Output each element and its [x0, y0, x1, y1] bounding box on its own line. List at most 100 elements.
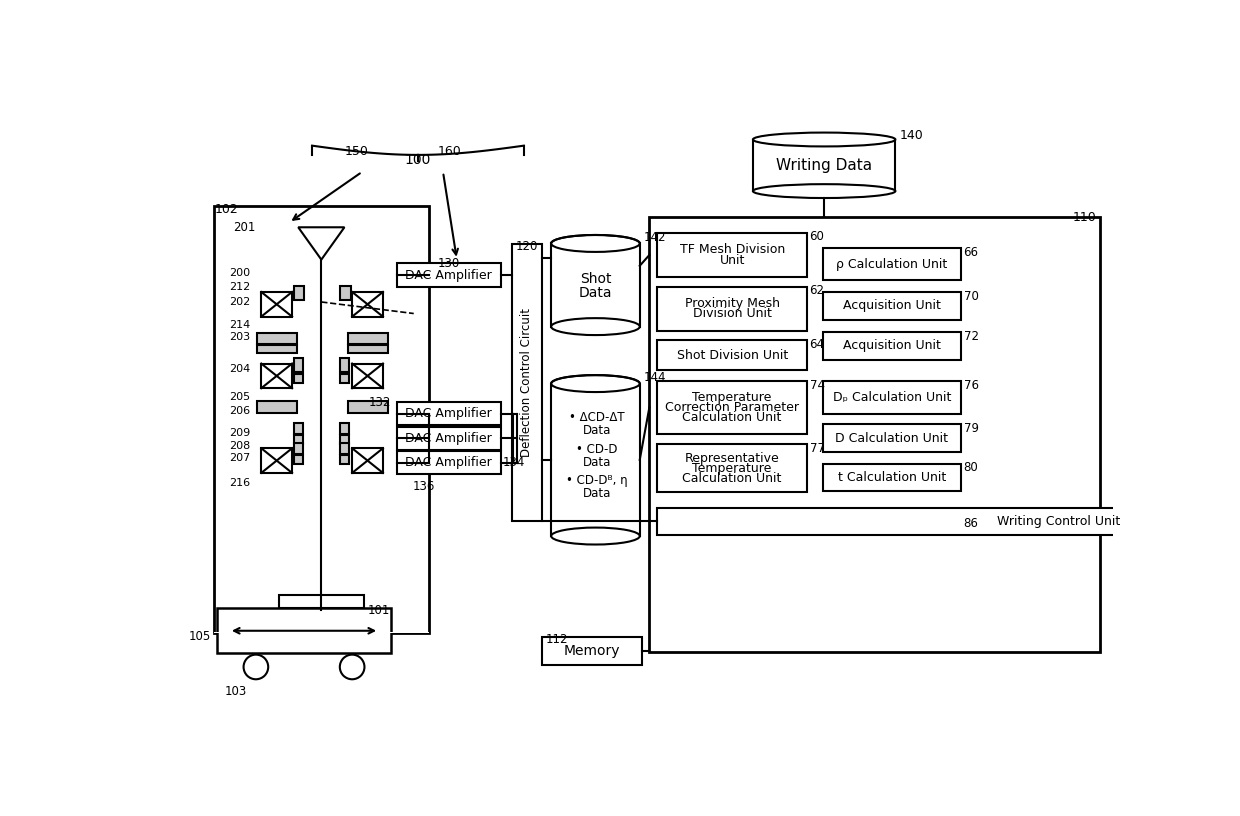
FancyBboxPatch shape [650, 217, 1100, 652]
Text: D Calculation Unit: D Calculation Unit [836, 432, 949, 445]
FancyBboxPatch shape [294, 435, 303, 445]
Text: 142: 142 [644, 231, 666, 244]
Text: Proximity Mesh: Proximity Mesh [684, 297, 780, 310]
FancyBboxPatch shape [279, 595, 363, 609]
Text: Shot Division Unit: Shot Division Unit [677, 348, 787, 361]
FancyBboxPatch shape [542, 637, 641, 665]
Text: 79: 79 [963, 422, 978, 435]
Text: DAC Amplifier: DAC Amplifier [405, 268, 492, 282]
FancyBboxPatch shape [258, 345, 298, 353]
FancyBboxPatch shape [397, 264, 501, 286]
FancyBboxPatch shape [348, 401, 388, 413]
Text: Dₚ Calculation Unit: Dₚ Calculation Unit [833, 391, 951, 404]
Text: 150: 150 [345, 145, 368, 158]
Text: 103: 103 [226, 685, 247, 698]
Text: Data: Data [579, 286, 613, 299]
Ellipse shape [552, 528, 640, 544]
FancyBboxPatch shape [657, 340, 807, 370]
Text: 102: 102 [215, 202, 239, 215]
Text: 80: 80 [963, 461, 978, 474]
Text: 140: 140 [899, 129, 923, 142]
Text: 66: 66 [963, 246, 978, 259]
Text: 200: 200 [229, 268, 250, 277]
Bar [552, 384, 640, 536]
Text: 74: 74 [810, 379, 825, 392]
Text: 203: 203 [229, 331, 250, 342]
Text: 64: 64 [810, 338, 825, 351]
Text: DAC Amplifier: DAC Amplifier [405, 456, 492, 469]
Ellipse shape [552, 235, 640, 252]
FancyBboxPatch shape [348, 333, 388, 344]
FancyBboxPatch shape [294, 374, 303, 383]
FancyBboxPatch shape [340, 435, 350, 445]
Text: 132: 132 [368, 396, 391, 409]
Text: Calculation Unit: Calculation Unit [682, 472, 782, 485]
Text: 62: 62 [810, 284, 825, 297]
Text: 202: 202 [229, 297, 250, 307]
Text: 86: 86 [963, 517, 978, 530]
Text: ρ Calculation Unit: ρ Calculation Unit [836, 258, 947, 271]
Text: 208: 208 [229, 441, 250, 451]
Text: Writing Control Unit: Writing Control Unit [997, 515, 1120, 528]
FancyBboxPatch shape [657, 508, 1240, 535]
Text: 76: 76 [963, 379, 978, 392]
FancyBboxPatch shape [822, 248, 961, 281]
FancyBboxPatch shape [294, 286, 304, 299]
Text: 201: 201 [233, 221, 255, 233]
Text: 112: 112 [546, 633, 568, 646]
Text: Data: Data [583, 455, 611, 468]
Text: 206: 206 [229, 406, 250, 416]
Ellipse shape [552, 375, 640, 392]
Text: 72: 72 [963, 330, 978, 343]
FancyBboxPatch shape [294, 423, 303, 433]
Text: 212: 212 [229, 282, 250, 292]
Text: 77: 77 [810, 442, 825, 455]
FancyBboxPatch shape [294, 358, 303, 372]
FancyBboxPatch shape [262, 292, 293, 317]
FancyBboxPatch shape [397, 451, 501, 474]
Text: 207: 207 [229, 453, 250, 463]
Text: Writing Data: Writing Data [776, 157, 872, 173]
Text: DAC Amplifier: DAC Amplifier [405, 407, 492, 420]
Text: 144: 144 [644, 371, 666, 384]
Ellipse shape [753, 184, 895, 198]
FancyBboxPatch shape [213, 632, 429, 633]
Ellipse shape [552, 318, 640, 335]
Text: 110: 110 [1073, 211, 1096, 224]
Text: Shot: Shot [580, 272, 611, 286]
Text: Unit: Unit [719, 254, 745, 267]
Bar [753, 140, 895, 191]
FancyBboxPatch shape [822, 381, 961, 414]
Text: • CD-Dᴮ, η: • CD-Dᴮ, η [567, 474, 627, 487]
Text: t Calculation Unit: t Calculation Unit [838, 471, 946, 484]
FancyBboxPatch shape [822, 332, 961, 360]
FancyBboxPatch shape [822, 292, 961, 320]
Text: 70: 70 [963, 290, 978, 303]
Text: 160: 160 [438, 145, 461, 158]
FancyBboxPatch shape [397, 402, 501, 425]
FancyBboxPatch shape [213, 206, 429, 633]
FancyBboxPatch shape [262, 364, 293, 388]
FancyBboxPatch shape [217, 609, 391, 653]
Text: Deflection Control Circuit: Deflection Control Circuit [521, 308, 533, 457]
Text: • ΔCD-ΔT: • ΔCD-ΔT [569, 411, 625, 424]
Bar [552, 243, 640, 326]
Text: 60: 60 [810, 230, 825, 243]
FancyBboxPatch shape [822, 424, 961, 452]
Text: 204: 204 [229, 364, 250, 374]
FancyBboxPatch shape [352, 292, 383, 317]
Text: Temperature: Temperature [692, 391, 771, 404]
FancyBboxPatch shape [657, 233, 807, 277]
Text: 136: 136 [412, 480, 434, 493]
Text: • CD-D: • CD-D [577, 442, 618, 455]
FancyBboxPatch shape [340, 286, 351, 299]
FancyBboxPatch shape [348, 345, 388, 353]
Text: Temperature: Temperature [692, 462, 771, 475]
FancyBboxPatch shape [397, 427, 501, 450]
Text: 101: 101 [367, 604, 389, 617]
Text: 130: 130 [438, 257, 460, 270]
FancyBboxPatch shape [657, 286, 807, 331]
FancyBboxPatch shape [294, 443, 303, 454]
Text: 216: 216 [229, 478, 250, 488]
Text: 209: 209 [229, 428, 250, 438]
